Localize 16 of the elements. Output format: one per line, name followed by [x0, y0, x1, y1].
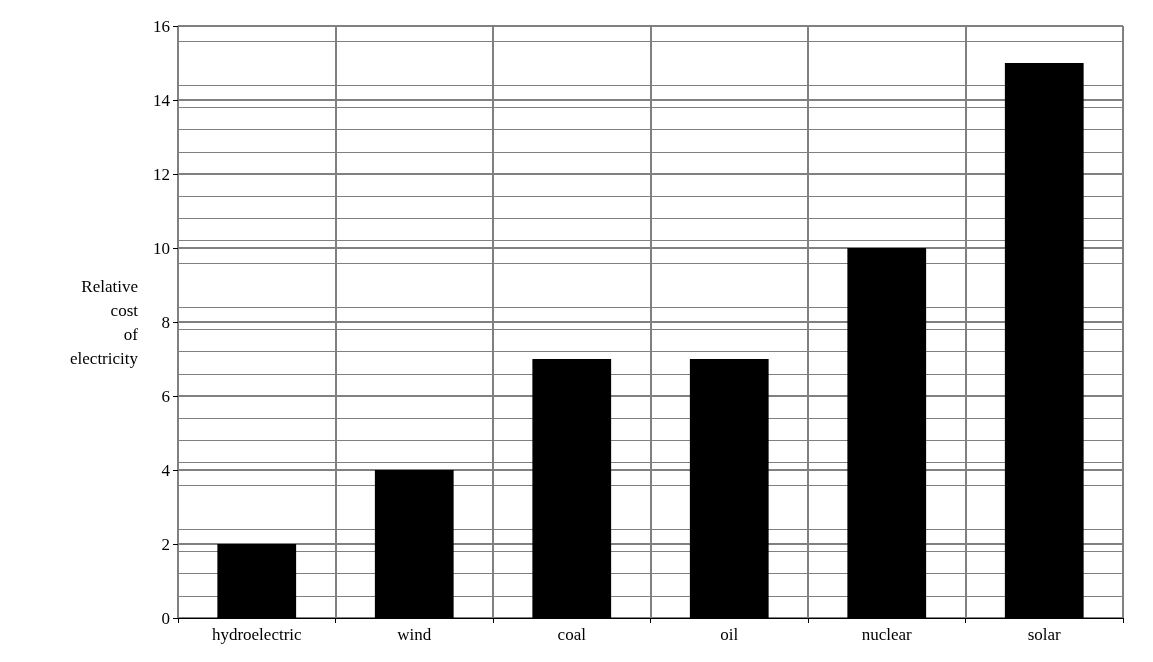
y-tick-label: 0	[161, 608, 170, 628]
y-tick-label: 8	[161, 312, 170, 332]
x-tick-label: nuclear	[861, 625, 913, 644]
y-tick-label: 2	[161, 534, 170, 554]
y-tick-label: 16	[153, 16, 170, 36]
x-tick-label: oil	[720, 625, 739, 644]
x-tick-label: hydroelectric	[211, 625, 303, 644]
x-tick-label: wind	[397, 625, 432, 644]
y-tick-label: 4	[161, 460, 171, 480]
y-axis-title: Relative cost of electricity	[70, 276, 139, 368]
y-tick-label: 14	[153, 90, 171, 110]
x-tick-label: solar	[1027, 625, 1062, 644]
y-tick-label: 10	[153, 238, 170, 258]
y-tick-label: 6	[161, 386, 170, 406]
y-tick-label: 12	[153, 164, 170, 184]
x-tick-label: coal	[557, 625, 587, 644]
